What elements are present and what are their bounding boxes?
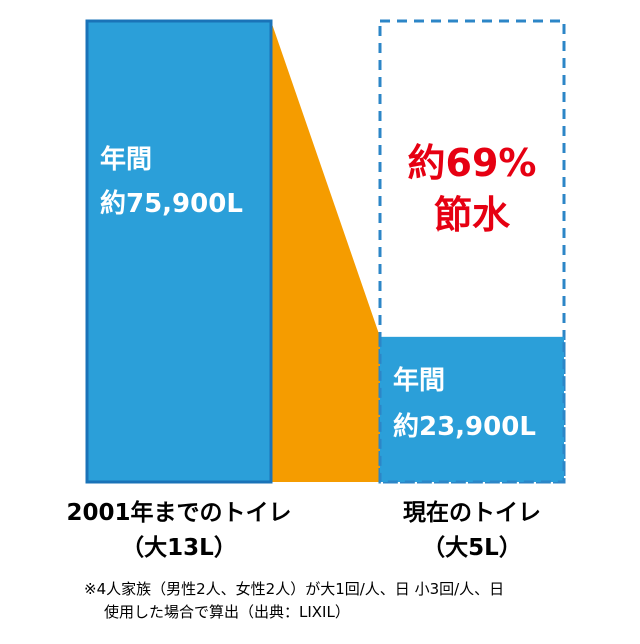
category-label-current: 現在のトイレ: [403, 499, 541, 526]
bar-2001-value-label: 約75,900L: [100, 188, 243, 219]
footnote-line-1: ※4人家族（男性2人、女性2人）が大1回/人、日 小3回/人、日: [84, 580, 504, 598]
bar-2001-label-period: 年間: [100, 144, 152, 175]
savings-percent-label: 約69%: [408, 141, 537, 185]
bar-2001-toilet: [85, 19, 273, 484]
footnote-line-2: 使用した場合で算出（出典：LIXIL）: [104, 603, 350, 621]
savings-word-label: 節水: [434, 193, 511, 237]
bar-current-toilet: [380, 336, 564, 482]
category-note-current: （大5L）: [422, 534, 522, 561]
bar-current-label-period: 年間: [393, 365, 445, 396]
category-note-2001: （大13L）: [121, 534, 237, 561]
category-label-2001: 2001年までのトイレ: [66, 499, 291, 526]
reduction-connector: [271, 21, 380, 482]
bar-current-value-label: 約23,900L: [393, 411, 536, 442]
current-bar-dashed-edge: [378, 336, 566, 484]
